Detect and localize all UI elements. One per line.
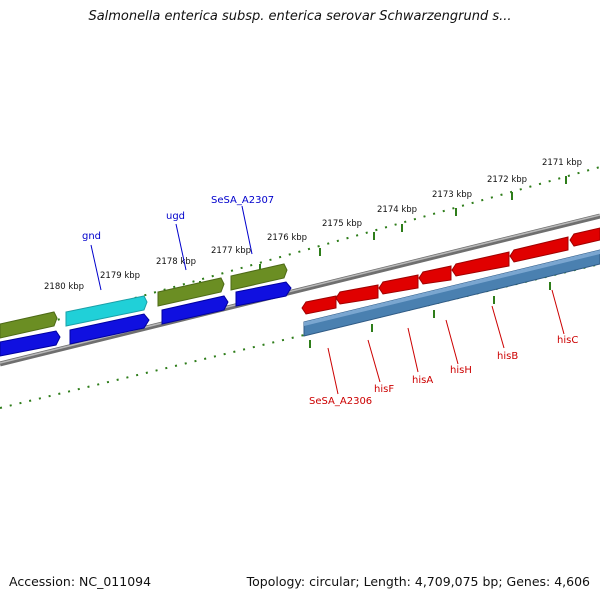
gene-block-olive-sesa2307[interactable] xyxy=(230,263,288,291)
gene-label-hisb[interactable]: hisB xyxy=(497,351,518,362)
major-ticks-bottom xyxy=(309,282,551,348)
kbp-label: 2176 kbp xyxy=(267,233,307,243)
gene-label-sesa_a2307[interactable]: SeSA_A2307 xyxy=(211,195,274,206)
topology-text: Topology: circular; Length: 4,709,075 bp… xyxy=(246,574,590,589)
gene-block-blue-4[interactable] xyxy=(235,281,292,307)
gene-label-hish[interactable]: hisH xyxy=(450,365,472,376)
accession-text: Accession: NC_011094 xyxy=(9,574,152,589)
genome-backbone-highlight xyxy=(0,214,600,364)
operon-block-steel-highlight xyxy=(304,250,600,326)
gene-block-red-hish[interactable] xyxy=(418,265,452,285)
scale-ruler-top xyxy=(0,166,600,337)
kbp-label: 2177 kbp xyxy=(211,246,251,256)
track-reverse-blue[interactable] xyxy=(0,281,292,357)
gene-block-olive-1[interactable] xyxy=(0,311,58,339)
track-operon-steel[interactable] xyxy=(303,249,600,337)
kbp-label: 2178 kbp xyxy=(156,257,196,267)
kbp-label: 2174 kbp xyxy=(377,205,417,215)
gene-block-red-hisf[interactable] xyxy=(335,284,379,305)
gene-block-blue-3[interactable] xyxy=(161,295,229,325)
gene-block-red-sesa2306[interactable] xyxy=(301,295,337,315)
gene-block-red-hisc[interactable] xyxy=(509,236,569,263)
gene-label-ugd[interactable]: ugd xyxy=(166,211,185,222)
track-forward-olive[interactable] xyxy=(0,263,288,339)
gene-block-cyan-gnd[interactable] xyxy=(65,295,148,327)
gene-label-hisf[interactable]: hisF xyxy=(374,384,394,395)
gene-block-red-hisb[interactable] xyxy=(451,251,510,277)
gene-label-gnd[interactable]: gnd xyxy=(82,231,101,242)
gene-label-hisc[interactable]: hisC xyxy=(557,335,578,346)
gene-label-hisa[interactable]: hisA xyxy=(412,375,433,386)
kbp-label: 2173 kbp xyxy=(432,190,472,200)
kbp-label-group: 2180 kbp 2179 kbp 2178 kbp 2177 kbp 2176 kbp… xyxy=(44,158,582,292)
gene-block-olive-ugd[interactable] xyxy=(157,277,225,307)
track-reverse-red[interactable] xyxy=(301,227,600,315)
organism-title: Salmonella enterica subsp. enterica sero… xyxy=(88,9,512,24)
kbp-label: 2172 kbp xyxy=(487,175,527,185)
kbp-label: 2179 kbp xyxy=(100,271,140,281)
kbp-label: 2171 kbp xyxy=(542,158,582,168)
genome-backbone xyxy=(0,213,600,367)
kbp-label: 2175 kbp xyxy=(322,219,362,229)
gene-block-blue-2[interactable] xyxy=(69,313,150,345)
ruler-dots-top xyxy=(0,166,600,337)
gene-block-red-hisa[interactable] xyxy=(378,274,419,295)
gene-block-blue-1[interactable] xyxy=(0,330,61,357)
leaders-blue xyxy=(90,205,253,291)
kbp-label: 2180 kbp xyxy=(44,282,84,292)
leaders-red xyxy=(327,289,565,395)
gene-label-sesa_a2306[interactable]: SeSA_A2306 xyxy=(309,396,372,407)
gene-block-red-next[interactable] xyxy=(569,227,600,247)
